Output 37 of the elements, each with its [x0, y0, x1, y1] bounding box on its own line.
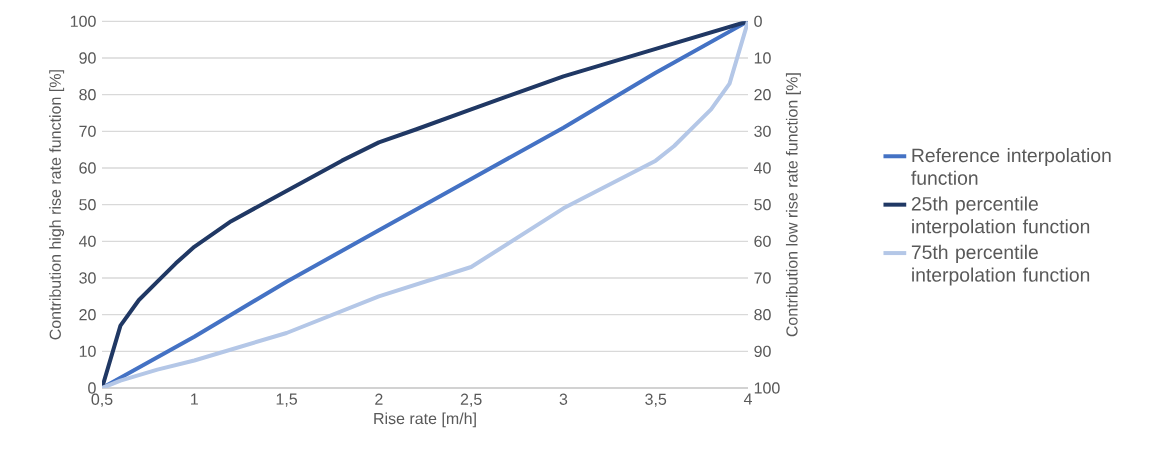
legend-label: 75th percentile interpolation function: [911, 244, 1090, 286]
y-tick-label: 30: [79, 272, 96, 284]
y2-tick-label: 90: [754, 345, 771, 357]
y-tick-label: 70: [79, 125, 96, 137]
y-tick-label: 100: [70, 15, 96, 27]
y2-tick-label: 0: [754, 15, 762, 27]
line-series: [102, 21, 748, 388]
x-axis-title: Rise rate [m/h]: [374, 412, 476, 428]
x-tick-label: 3,5: [645, 393, 667, 407]
y2-tick-label: 20: [754, 89, 771, 101]
x-tick-label: 1: [191, 393, 198, 405]
y-tick-label: 0: [88, 382, 96, 394]
x-tick-label: 4: [743, 393, 752, 405]
x-tick-label: 0,5: [91, 393, 113, 407]
legend-label: Reference interpolation function: [911, 148, 1111, 185]
x-tick-label: 2,5: [460, 393, 482, 407]
y2-tick-label: 50: [754, 199, 771, 211]
y2-axis-title: Contribution low rise rate function [%]: [785, 73, 801, 337]
y-axis-title: Contribution high rise rate function [%]: [49, 70, 65, 340]
y2-tick-label: 80: [754, 309, 771, 321]
y-tick-label: 60: [79, 162, 96, 174]
x-tick-label: 3: [559, 393, 568, 405]
y2-tick-label: 100: [754, 382, 780, 394]
y-tick-label: 80: [79, 89, 96, 101]
y2-tick-label: 70: [754, 272, 771, 284]
y-tick-label: 40: [78, 235, 96, 247]
y-tick-label: 10: [79, 345, 96, 357]
y2-tick-label: 60: [754, 235, 771, 247]
x-tick-label: 2: [375, 393, 383, 405]
legend-label: 25th percentile interpolation function: [911, 196, 1090, 238]
y2-tick-label: 30: [754, 125, 771, 137]
x-tick-label: 1,5: [276, 393, 298, 407]
y2-tick-label: 40: [753, 162, 771, 174]
y2-tick-label: 10: [754, 52, 771, 64]
y-tick-label: 50: [79, 199, 96, 211]
y-tick-label: 20: [79, 309, 96, 321]
y-tick-label: 90: [79, 52, 96, 64]
